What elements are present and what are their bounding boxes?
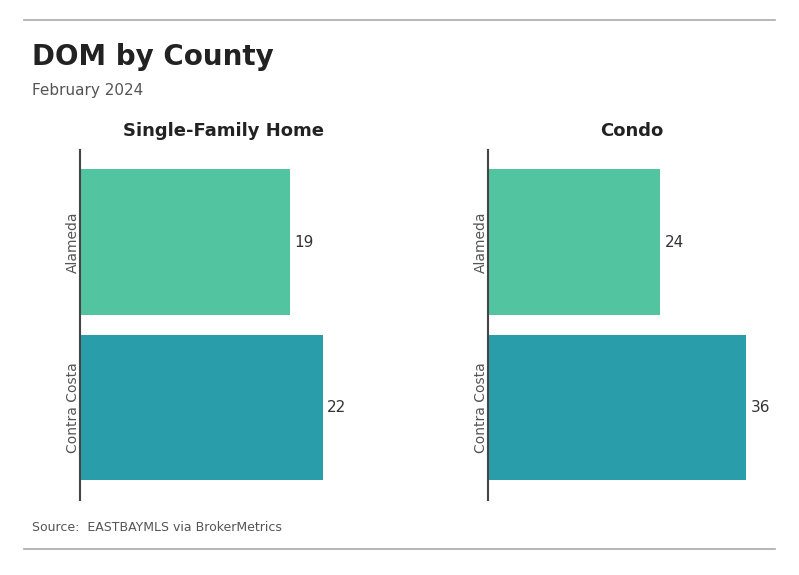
Title: Condo: Condo — [600, 121, 663, 140]
Title: Single-Family Home: Single-Family Home — [123, 121, 324, 140]
Text: 24: 24 — [665, 235, 684, 250]
Bar — [487, 170, 660, 315]
Text: DOM by County: DOM by County — [32, 43, 274, 71]
Bar — [80, 170, 290, 315]
Text: Source:  EASTBAYMLS via BrokerMetrics: Source: EASTBAYMLS via BrokerMetrics — [32, 520, 282, 534]
Bar — [487, 335, 746, 480]
Text: 22: 22 — [328, 400, 347, 415]
Bar — [80, 335, 323, 480]
Text: 19: 19 — [294, 235, 313, 250]
Text: February 2024: February 2024 — [32, 83, 143, 98]
Text: 36: 36 — [750, 400, 770, 415]
